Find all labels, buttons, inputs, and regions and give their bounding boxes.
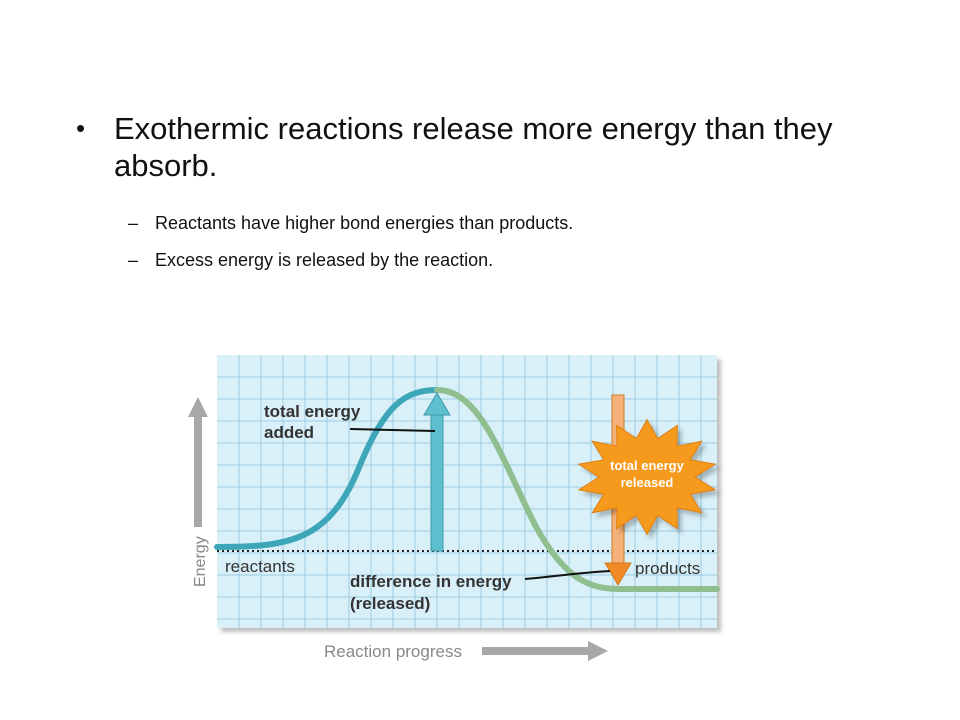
x-axis-label: Reaction progress <box>324 642 462 661</box>
energy-diagram-svg: total energy added total energy released… <box>188 355 720 661</box>
x-axis-arrow <box>482 641 608 661</box>
label-total-energy-added-1: total energy <box>264 402 361 421</box>
label-products: products <box>635 559 700 578</box>
label-reactants: reactants <box>225 557 295 576</box>
energy-added-arrow <box>423 392 451 552</box>
curve-rising <box>214 387 440 550</box>
sub-point-text: Excess energy is released by the reactio… <box>155 250 494 270</box>
starburst-badge <box>577 418 717 536</box>
leader-line-added <box>349 428 436 432</box>
y-axis-arrow <box>188 397 208 527</box>
label-difference-1: difference in energy <box>350 572 512 591</box>
sub-point-text: Reactants have higher bond energies than… <box>155 213 574 233</box>
sub-bullet-dash: – <box>128 250 139 270</box>
sub-bullet-dash: – <box>128 213 139 233</box>
label-total-energy-released-1: total energy <box>610 458 684 473</box>
label-difference-2: (released) <box>350 594 430 613</box>
y-axis-label: Energy <box>192 536 209 587</box>
label-total-energy-released-2: released <box>621 475 674 490</box>
bullet-dot: • <box>76 113 86 143</box>
curve-falling <box>434 387 720 592</box>
main-point-text: Exothermic reactions release more energy… <box>114 111 833 183</box>
leader-line-difference <box>524 570 611 580</box>
label-total-energy-added-2: added <box>264 423 314 442</box>
energy-diagram: total energy added total energy released… <box>180 345 740 675</box>
